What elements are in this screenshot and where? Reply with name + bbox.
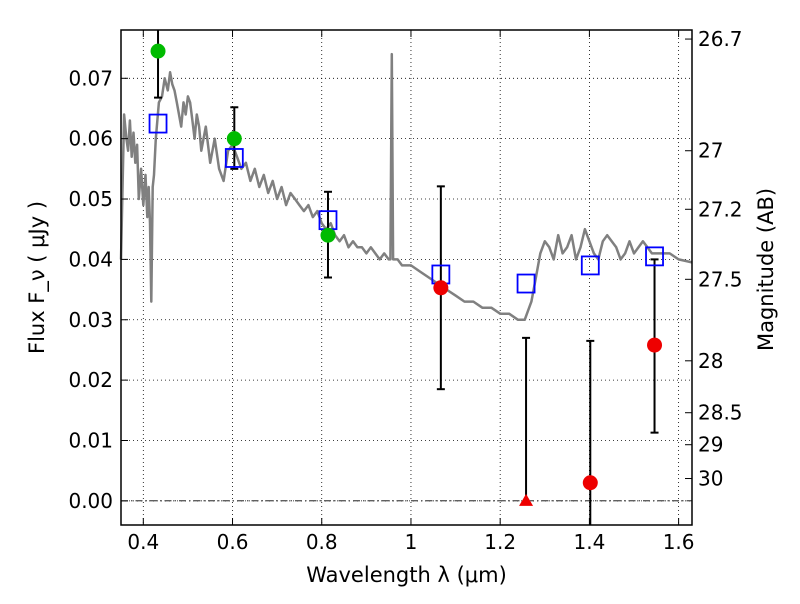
model-spectrum-line (119, 52, 693, 322)
photometry-point (433, 280, 449, 296)
y-tick-label: 0.06 (68, 127, 113, 151)
y-right-tick-label: 27.5 (698, 267, 743, 291)
y-tick-label: 0.03 (68, 308, 113, 332)
x-axis-title: Wavelength λ (μm) (306, 563, 507, 587)
x-tick-label: 1.2 (484, 530, 516, 554)
y-tick-label: 0.07 (68, 66, 113, 90)
y-right-tick-label: 30 (698, 467, 723, 491)
x-tick-label: 1.6 (663, 530, 695, 554)
y-right-tick-label: 29 (698, 433, 723, 457)
y-right-tick-label: 27 (698, 139, 723, 163)
y-right-tick-label: 27.2 (698, 197, 743, 221)
y-tick-label: 0.05 (68, 187, 113, 211)
x-tick-label: 1.4 (573, 530, 605, 554)
marker-layer (148, 43, 664, 506)
tick-layer: 0.4 0.6 0.8 1 1.2 1.4 1.6 0.00 0.01 0.02 0.03 0.04 0… (68, 27, 742, 554)
model-photometry-square (645, 246, 664, 267)
detection-point (320, 227, 336, 243)
y-right-tick-label: 28 (698, 349, 723, 373)
model-photometry-square (580, 255, 600, 276)
x-tick-label: 0.8 (306, 530, 338, 554)
photometry-point (647, 337, 663, 353)
y-tick-label: 0.01 (68, 428, 113, 452)
y-tick-label: 0.02 (68, 368, 113, 392)
detection-point (226, 131, 242, 147)
plot-frame (120, 29, 693, 526)
model-spectrum-layer (119, 52, 693, 322)
error-bar-layer (154, 30, 659, 525)
x-tick-label: 0.4 (127, 530, 159, 554)
photometry-point (582, 475, 598, 491)
x-tick-label: 1 (405, 530, 418, 554)
upper-limit-triangle (519, 493, 534, 506)
y-right-tick-label: 28.5 (698, 401, 743, 425)
x-tick-label: 0.6 (217, 530, 249, 554)
y-axis-right-title: Magnitude (AB) (754, 188, 778, 351)
y-tick-label: 0.00 (68, 489, 113, 513)
detection-point (150, 43, 166, 59)
y-right-tick-label: 26.7 (698, 27, 743, 51)
model-photometry-square (148, 113, 168, 134)
y-tick-label: 0.04 (68, 247, 113, 271)
model-photometry-square (224, 148, 244, 168)
grid-layer (121, 30, 692, 525)
model-photometry-square (516, 273, 536, 294)
y-axis-title: Flux F_ν ( μJy ) (25, 201, 50, 354)
